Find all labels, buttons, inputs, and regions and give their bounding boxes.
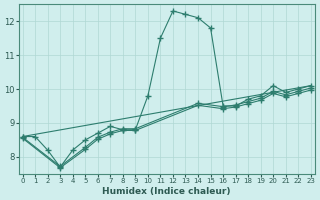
X-axis label: Humidex (Indice chaleur): Humidex (Indice chaleur) (102, 187, 231, 196)
